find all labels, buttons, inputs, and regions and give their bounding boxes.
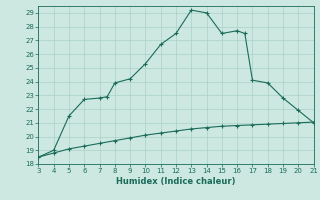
X-axis label: Humidex (Indice chaleur): Humidex (Indice chaleur) — [116, 177, 236, 186]
